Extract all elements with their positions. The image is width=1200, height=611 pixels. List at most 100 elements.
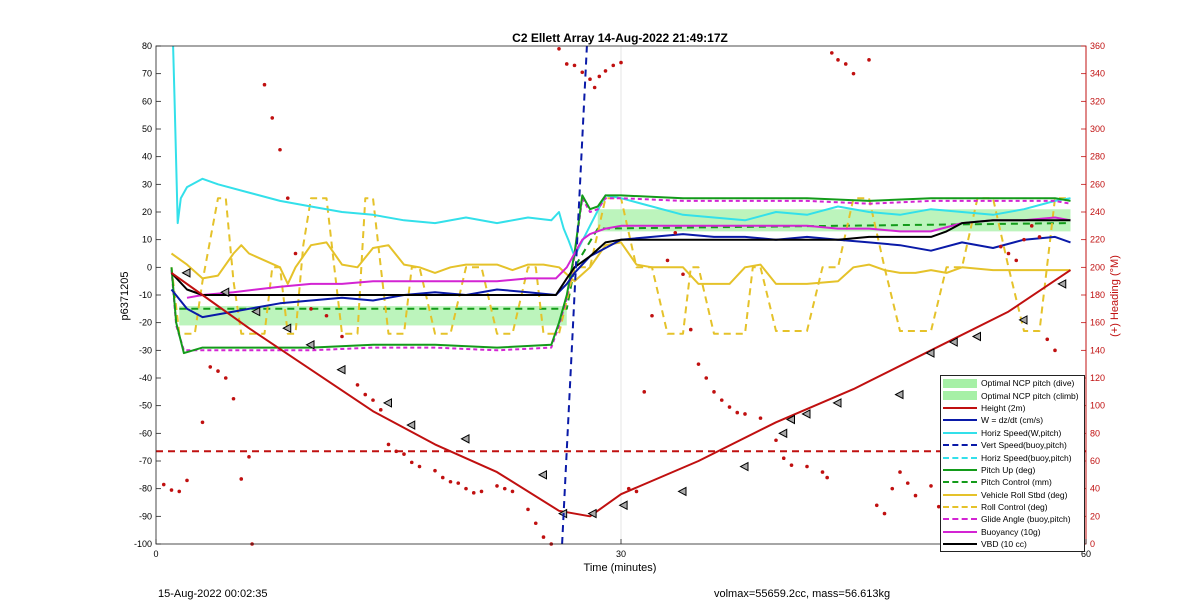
legend-label: Vehicle Roll Stbd (deg) (981, 489, 1068, 500)
heading-point (719, 398, 724, 402)
heading-point (704, 376, 709, 380)
heading-point (402, 452, 406, 456)
legend-swatch (943, 477, 977, 487)
y2-tick-label: 80 (1090, 428, 1100, 438)
legend-swatch (943, 490, 977, 500)
heading-point (510, 489, 515, 494)
y-tick-label: -60 (139, 428, 152, 438)
y-tick-label: -70 (139, 456, 152, 466)
heading-point (898, 470, 902, 474)
height-marker (1057, 279, 1067, 289)
legend-entry: Horiz Speed(W,pitch) (941, 427, 1084, 439)
y-tick-label: 80 (142, 41, 152, 51)
heading-point (533, 521, 538, 526)
heading-point (789, 463, 794, 467)
y2-tick-label: 200 (1090, 262, 1105, 272)
heading-point (541, 535, 546, 539)
legend-swatch (943, 403, 977, 413)
series-line (172, 45, 1071, 258)
series-line (170, 241, 1071, 285)
heading-point (239, 477, 244, 481)
heading-point (836, 58, 840, 62)
series-line (179, 222, 1071, 310)
y2-tick-label: 220 (1090, 235, 1105, 245)
heading-point (169, 488, 174, 492)
heading-point (495, 484, 499, 488)
heading-point (231, 396, 236, 401)
heading-point (874, 503, 879, 508)
heading-point (867, 58, 871, 62)
heading-point (642, 390, 647, 394)
heading-point (557, 46, 561, 51)
heading-point (448, 479, 453, 484)
series-line (170, 197, 1071, 335)
heading-point (293, 251, 298, 256)
y2-tick-label: 320 (1090, 96, 1105, 106)
legend-label: Pitch Up (deg) (981, 464, 1036, 475)
legend-entry: VBD (10 cc) (941, 538, 1084, 550)
heading-point (216, 369, 220, 373)
legend-swatch (943, 391, 977, 401)
heading-point (696, 362, 701, 366)
heading-point (998, 244, 1003, 249)
y-tick-label: -10 (139, 290, 152, 300)
heading-point (471, 491, 476, 495)
heading-point (905, 481, 910, 485)
heading-point (1037, 235, 1042, 239)
heading-point (247, 455, 251, 459)
legend-swatch (943, 453, 977, 463)
heading-point (378, 408, 383, 412)
heading-point (603, 69, 608, 73)
y-tick-label: -40 (139, 373, 152, 383)
height-marker (1018, 315, 1028, 325)
height-marker (460, 434, 470, 444)
y2-tick-label: 140 (1090, 345, 1105, 355)
heading-point (440, 475, 445, 480)
heading-point (665, 258, 670, 263)
right-axis-label: (+) Heading (°M) (1109, 255, 1121, 337)
heading-point (355, 383, 360, 387)
heading-point (781, 456, 786, 461)
y2-tick-label: 240 (1090, 207, 1105, 217)
legend-entry: Glide Angle (buoy,pitch) (941, 513, 1084, 525)
y2-tick-label: 260 (1090, 179, 1105, 189)
heading-point (1045, 337, 1050, 342)
y-tick-label: 30 (142, 179, 152, 189)
heading-point (456, 481, 461, 485)
heading-point (619, 60, 623, 65)
heading-point (820, 470, 825, 474)
y2-tick-label: 20 (1090, 511, 1100, 521)
heading-point (386, 442, 391, 447)
tick-labels: 80706050403020100-10-20-30-40-50-60-70-8… (134, 41, 1105, 559)
legend-entry: Optimal NCP pitch (climb) (941, 389, 1084, 401)
y-tick-label: 0 (147, 262, 152, 272)
heading-point (502, 486, 507, 491)
x-tick-label: 30 (616, 549, 626, 559)
legend-entry: Optimal NCP pitch (dive) (941, 377, 1084, 389)
heading-point (177, 489, 182, 494)
legend-entry: Vert Speed(buoy,pitch) (941, 439, 1084, 451)
series-line (170, 194, 1071, 355)
heading-point (185, 478, 189, 483)
legend-label: Pitch Control (mm) (981, 477, 1052, 488)
heading-point (650, 313, 654, 318)
heading-point (805, 464, 809, 469)
height-marker (406, 420, 416, 430)
heading-point (223, 376, 228, 380)
legend-entry: Pitch Up (deg) (941, 464, 1084, 476)
height-marker (739, 461, 749, 472)
heading-point (597, 74, 602, 79)
heading-point (200, 420, 205, 425)
heading-point (208, 365, 213, 369)
y-tick-label: 70 (142, 69, 152, 79)
y-tick-label: -20 (139, 318, 152, 328)
legend-swatch (943, 378, 977, 388)
series-line (186, 216, 1071, 299)
y-tick-label: 20 (142, 207, 152, 217)
y2-tick-label: 160 (1090, 318, 1105, 328)
heading-point (843, 62, 848, 66)
legend-swatch (943, 527, 977, 537)
heading-point (929, 484, 933, 488)
heading-point (1022, 237, 1026, 242)
legend-label: Optimal NCP pitch (dive) (981, 378, 1075, 389)
